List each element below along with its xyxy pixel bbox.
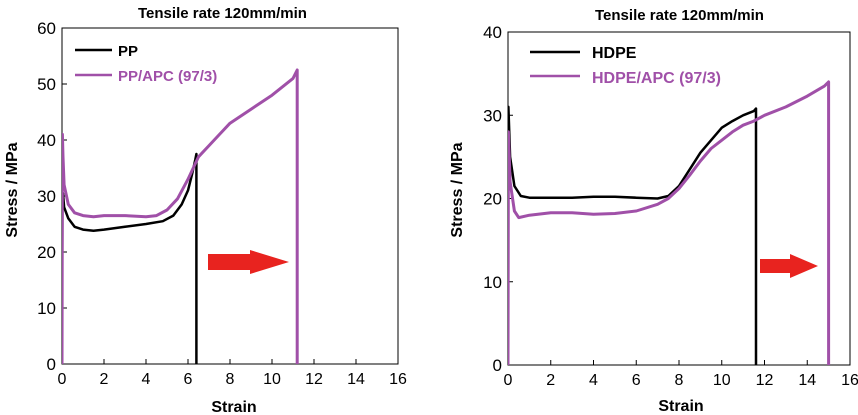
- x-ticks: 0 2 4 6 8 10 12 14 16: [58, 359, 407, 388]
- legend-label: HDPE: [592, 45, 637, 62]
- red-arrow: [208, 250, 289, 274]
- y-tick-label: 60: [37, 19, 56, 38]
- y-tick-label: 20: [483, 190, 502, 209]
- series-group: [62, 68, 299, 364]
- x-tick-label: 16: [389, 371, 407, 388]
- x-tick-label: 12: [756, 372, 774, 389]
- y-tick-label: 30: [483, 106, 502, 125]
- chart-right: Tensile rate 120mm/min 0 10 20 30 40 0 2 4 6 8 10…: [449, 7, 858, 415]
- x-tick-label: 0: [504, 372, 513, 389]
- x-axis-label: Strain: [658, 398, 703, 415]
- y-tick-label: 50: [37, 75, 56, 94]
- x-tick-label: 10: [263, 371, 281, 388]
- y-tick-label: 40: [37, 131, 56, 150]
- x-tick-label: 14: [347, 371, 365, 388]
- y-ticks: 0 10 20 30 40 50 60: [37, 19, 67, 374]
- x-tick-label: 4: [142, 371, 151, 388]
- x-tick-label: 14: [798, 372, 816, 389]
- y-tick-label: 0: [493, 356, 502, 375]
- x-tick-label: 6: [632, 372, 641, 389]
- y-tick-label: 10: [483, 273, 502, 292]
- x-tick-label: 2: [546, 372, 555, 389]
- x-tick-label: 8: [226, 371, 235, 388]
- x-tick-label: 10: [713, 372, 731, 389]
- series-line-apc: [508, 80, 831, 365]
- x-tick-label: 4: [589, 372, 598, 389]
- series-line-apc: [62, 68, 299, 364]
- legend-label: PP/APC (97/3): [118, 68, 217, 85]
- x-tick-label: 16: [841, 372, 858, 389]
- y-ticks: 0 10 20 30 40: [483, 23, 513, 375]
- y-tick-label: 40: [483, 23, 502, 42]
- y-axis-label: Stress / MPa: [449, 142, 466, 237]
- y-tick-label: 20: [37, 243, 56, 262]
- x-tick-label: 6: [184, 371, 193, 388]
- y-tick-label: 30: [37, 187, 56, 206]
- x-ticks: 0 2 4 6 8 10 12 14 16: [504, 360, 858, 389]
- y-tick-label: 0: [47, 355, 56, 374]
- chart-title: Tensile rate 120mm/min: [138, 5, 307, 22]
- legend: PP PP/APC (97/3): [75, 43, 217, 85]
- y-axis-label: Stress / MPa: [4, 142, 21, 237]
- legend-label: HDPE/APC (97/3): [592, 70, 721, 87]
- legend-item-pp-apc: PP/APC (97/3): [75, 68, 217, 85]
- legend-label: PP: [118, 43, 138, 60]
- legend-item-hdpe-apc: HDPE/APC (97/3): [530, 70, 721, 87]
- x-tick-label: 2: [100, 371, 109, 388]
- plot-frame: [61, 27, 399, 365]
- legend: HDPE HDPE/APC (97/3): [530, 45, 721, 87]
- legend-item-hdpe: HDPE: [530, 45, 637, 62]
- x-tick-label: 0: [58, 371, 67, 388]
- plot-area: 0 10 20 30 40 50 60 0 2 4 6 8 10 12 14 16: [37, 19, 407, 388]
- series-line-base: [508, 105, 758, 365]
- x-tick-label: 8: [675, 372, 684, 389]
- y-tick-label: 10: [37, 299, 56, 318]
- series-group: [508, 80, 831, 365]
- series-line-base: [62, 152, 198, 364]
- legend-item-pp: PP: [75, 43, 138, 60]
- plot-area: 0 10 20 30 40 0 2 4 6 8 10 12 14 16: [483, 23, 858, 389]
- chart-title: Tensile rate 120mm/min: [595, 7, 764, 24]
- x-tick-label: 12: [305, 371, 323, 388]
- chart-left: Tensile rate 120mm/min 0 10 20 30 40 50 60 0 2 4…: [4, 5, 407, 415]
- x-axis-label: Strain: [211, 399, 256, 415]
- red-arrow: [760, 254, 818, 278]
